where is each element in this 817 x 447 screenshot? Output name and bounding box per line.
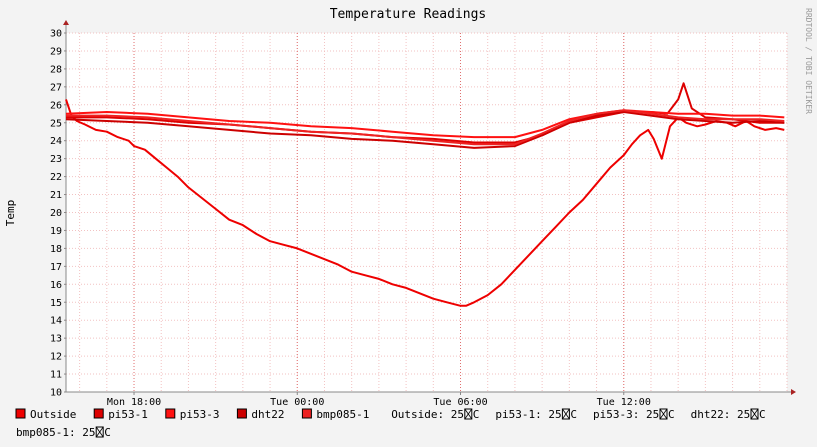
y-tick-label: 25	[50, 118, 62, 129]
y-tick-label: 24	[50, 136, 62, 147]
y-tick-label: 16	[50, 280, 62, 291]
x-tick-label: Mon 18:00	[107, 397, 161, 408]
x-tick-label: Tue 00:00	[270, 397, 324, 408]
legend-readout-value: pi53-1: 25	[495, 408, 561, 421]
legend-readout-unit: C	[668, 408, 675, 421]
y-tick-label: 27	[50, 82, 62, 93]
legend-readout-value: dht22: 25	[691, 408, 751, 421]
legend-label: pi53-1	[108, 408, 148, 421]
series-line-dht22	[65, 111, 785, 149]
y-tick-label: 19	[50, 226, 62, 237]
y-tick-label: 11	[50, 370, 62, 381]
y-tick-label: 15	[50, 298, 62, 309]
legend-swatch	[93, 408, 104, 419]
y-tick-label: 29	[50, 46, 62, 57]
legend-readout-value: bmp085-1: 25	[16, 426, 95, 439]
legend-readout-value: pi53-3: 25	[593, 408, 659, 421]
legend-label: Outside	[30, 408, 76, 421]
missing-glyph-box	[659, 408, 668, 420]
missing-glyph-cross	[562, 408, 570, 420]
missing-glyph-cross	[659, 408, 668, 420]
x-axis-arrow	[791, 389, 796, 395]
missing-glyph-box	[561, 408, 570, 420]
y-tick-label: 12	[50, 352, 62, 363]
missing-glyph-box	[95, 426, 104, 438]
y-tick-label: 22	[50, 172, 62, 183]
legend-readout-unit: C	[570, 408, 577, 421]
legend-label: bmp085-1	[316, 408, 369, 421]
legend-readout-unit: C	[104, 426, 111, 439]
series-line-pi53-3	[65, 109, 785, 139]
y-tick-label: 17	[50, 262, 62, 273]
legend-readout-value: Outside: 25	[391, 408, 464, 421]
x-tick-label: Tue 06:00	[433, 397, 487, 408]
legend-swatch	[15, 408, 26, 419]
y-tick-label: 30	[50, 29, 62, 40]
legend-label: pi53-3	[180, 408, 220, 421]
series-line-bmp085-1	[66, 109, 785, 146]
plot-area: 10 11 12 13 14 15 16 17 18 19 20 21 22 23 24 25 26 27 28 29…	[50, 20, 796, 408]
legend-swatch	[301, 408, 312, 419]
x-tick-label: Tue 12:00	[597, 397, 651, 408]
y-tick-label: 10	[50, 388, 62, 399]
legend-readout-unit: C	[759, 408, 766, 421]
y-tick-label: 20	[50, 208, 62, 219]
legend-swatch	[165, 408, 176, 419]
y-axis-arrow	[63, 20, 69, 25]
missing-glyph-cross	[464, 408, 473, 420]
legend-swatch	[236, 408, 247, 419]
legend: Outside pi53-1 pi53-3 dht22 bmp085-1 Outside:…	[15, 408, 766, 439]
chart-title: Temperature Readings	[330, 7, 487, 22]
missing-glyph-box	[750, 408, 759, 420]
y-tick-label: 26	[50, 100, 62, 111]
missing-glyph-box	[464, 408, 473, 420]
legend-readout-unit: C	[473, 408, 480, 421]
y-tick-label: 21	[50, 190, 62, 201]
missing-glyph-cross	[95, 426, 104, 438]
watermark-text: RRDTOOL / TOBI OETIKER	[804, 8, 813, 114]
y-tick-label: 23	[50, 154, 62, 165]
y-tick-label: 28	[50, 64, 62, 75]
y-tick-label: 18	[50, 244, 62, 255]
y-axis-label: Temp	[4, 200, 17, 227]
y-tick-label: 13	[50, 334, 62, 345]
missing-glyph-cross	[750, 408, 759, 420]
legend-label: dht22	[251, 408, 284, 421]
y-tick-label: 14	[50, 316, 62, 327]
